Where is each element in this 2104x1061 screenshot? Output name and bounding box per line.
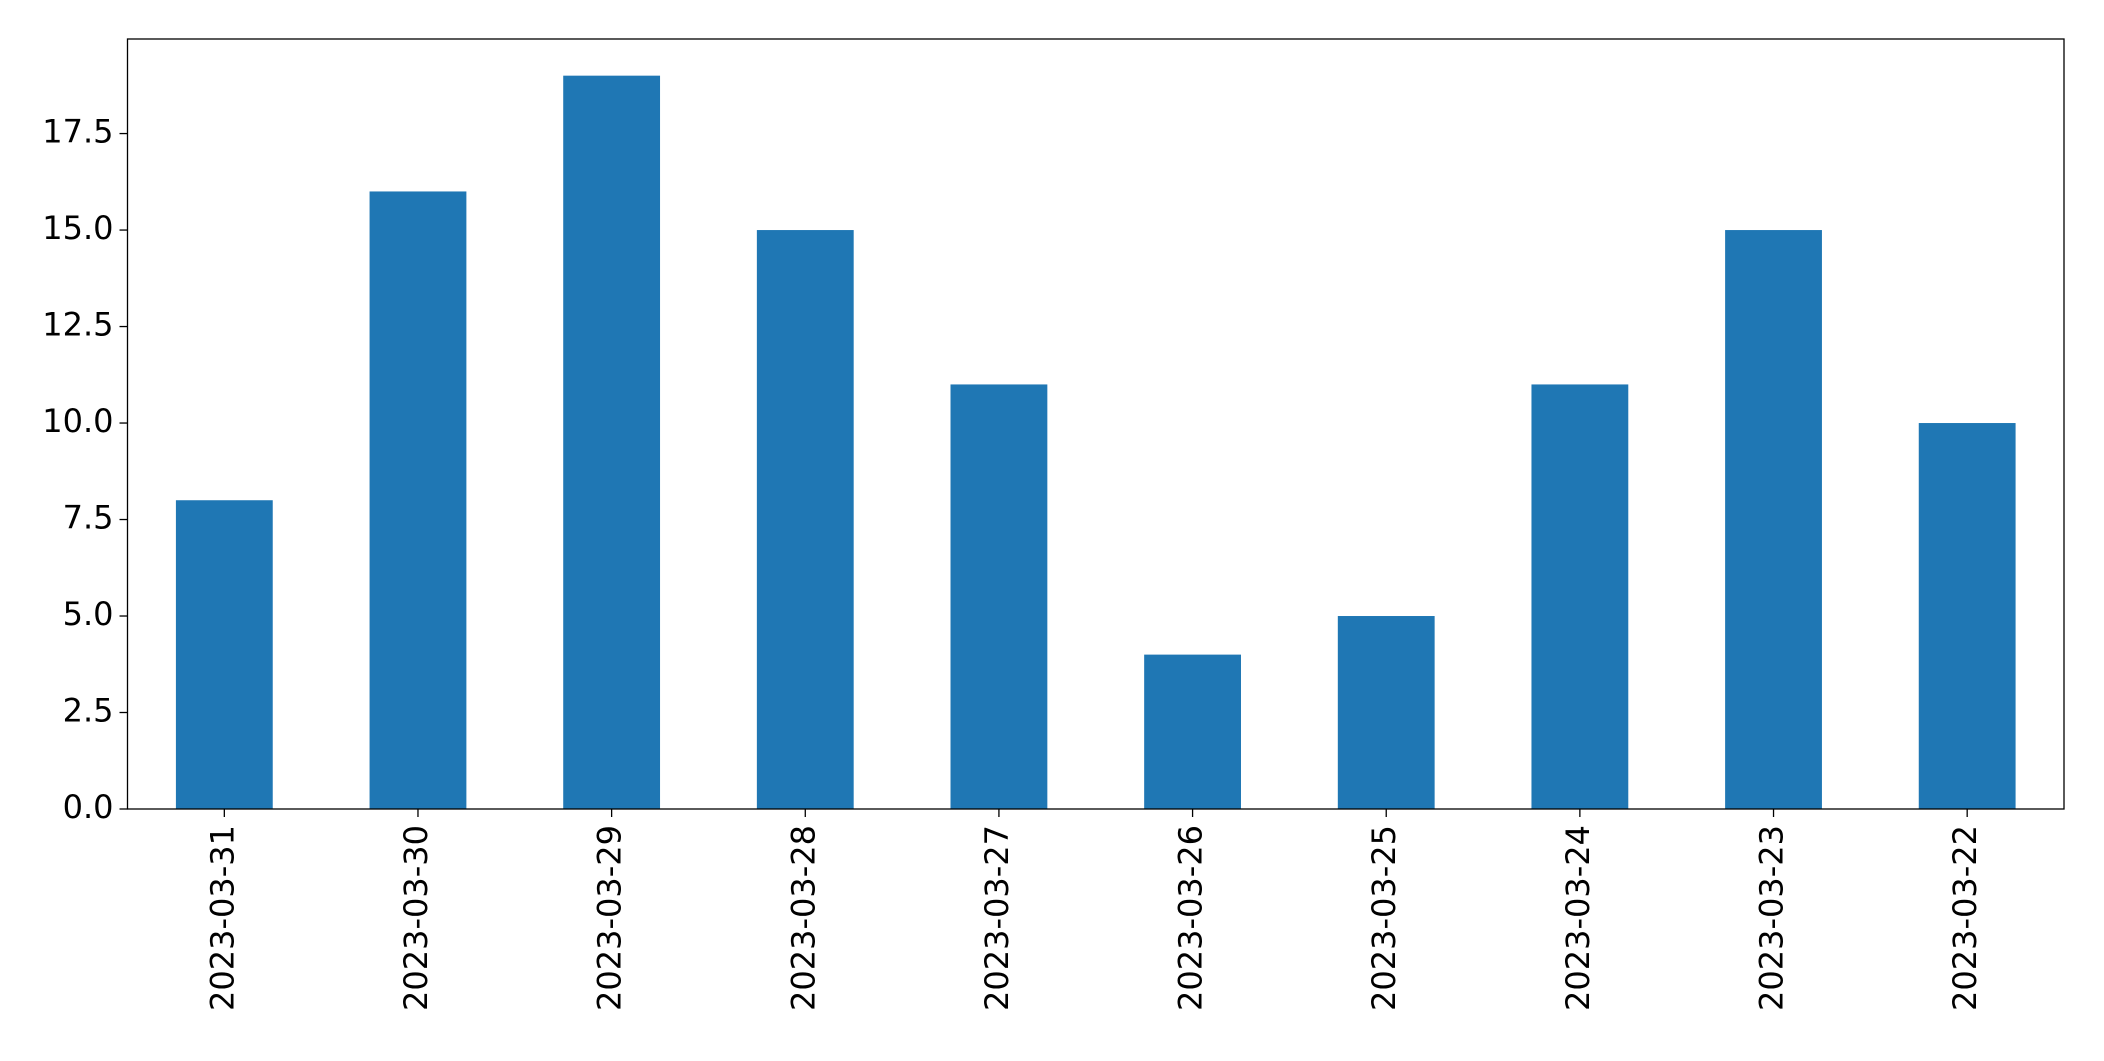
y-tick-label: 15.0 [42, 209, 113, 247]
y-tick-label: 12.5 [42, 306, 113, 344]
x-tick-label: 2023-03-24 [1559, 825, 1597, 1011]
x-tick-label: 2023-03-27 [978, 825, 1016, 1011]
x-tick-label: 2023-03-25 [1365, 825, 1403, 1011]
bar [1144, 654, 1241, 809]
y-tick-label: 5.0 [63, 595, 114, 633]
y-tick-label: 2.5 [63, 692, 114, 730]
bar [369, 191, 467, 809]
bar [175, 500, 273, 809]
y-tick-label: 10.0 [42, 402, 113, 440]
x-tick-label: 2023-03-26 [1172, 825, 1210, 1011]
bar [756, 230, 854, 810]
x-tick-label: 2023-03-22 [1946, 825, 1984, 1011]
axes-frame [126, 38, 2065, 810]
bar [950, 384, 1048, 809]
y-tick-label: 7.5 [63, 499, 114, 537]
bar [1531, 384, 1629, 809]
x-tick-label: 2023-03-23 [1753, 825, 1791, 1011]
bar [1918, 423, 2016, 809]
x-tick-label: 2023-03-29 [591, 825, 629, 1011]
y-tick-label: 0.0 [63, 788, 114, 826]
bar [1337, 616, 1435, 809]
bar [563, 75, 661, 809]
bar [1725, 230, 1822, 810]
x-tick-label: 2023-03-31 [203, 825, 241, 1011]
y-tick-label: 17.5 [42, 113, 113, 151]
x-tick-label: 2023-03-30 [397, 825, 435, 1011]
x-tick-label: 2023-03-28 [784, 825, 822, 1011]
